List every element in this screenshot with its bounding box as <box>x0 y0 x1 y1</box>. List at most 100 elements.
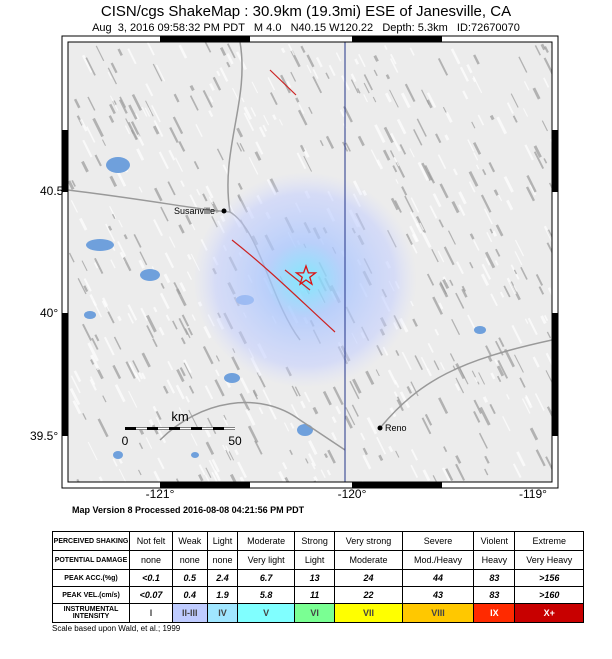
relief <box>89 376 96 385</box>
lon-label: -119° <box>519 487 547 500</box>
relief <box>70 200 79 213</box>
relief <box>458 204 466 216</box>
relief <box>307 453 317 467</box>
relief <box>494 260 499 266</box>
relief <box>345 407 356 426</box>
table-cell: Very strong <box>334 531 403 551</box>
relief <box>516 451 526 467</box>
relief <box>349 380 360 400</box>
table-cell: 83 <box>473 569 516 587</box>
relief <box>443 446 448 453</box>
table-cell: <0.1 <box>129 569 173 587</box>
relief <box>113 336 122 350</box>
relief <box>181 314 190 327</box>
relief <box>145 83 154 97</box>
lon-label: -121° <box>146 487 175 500</box>
relief <box>400 92 411 109</box>
relief <box>475 164 480 170</box>
relief <box>160 206 169 222</box>
relief <box>185 395 190 403</box>
relief <box>92 117 104 138</box>
relief <box>452 168 458 176</box>
relief <box>94 154 102 167</box>
road <box>227 42 243 213</box>
relief <box>294 386 301 397</box>
relief <box>211 458 220 473</box>
relief <box>175 384 185 400</box>
relief <box>484 468 489 476</box>
relief <box>122 256 132 272</box>
fault <box>231 239 336 333</box>
relief <box>160 282 165 289</box>
table-cell: 83 <box>473 586 516 604</box>
relief <box>105 223 116 242</box>
relief <box>471 121 476 129</box>
relief <box>165 314 171 322</box>
table-cell: 11 <box>294 586 336 604</box>
relief <box>188 385 195 394</box>
relief <box>182 359 192 374</box>
relief <box>180 180 185 187</box>
relief <box>512 463 522 479</box>
relief <box>341 75 351 91</box>
relief <box>375 369 380 377</box>
table-cell: none <box>129 550 173 570</box>
relief <box>503 348 515 368</box>
relief <box>506 102 514 114</box>
relief <box>127 48 137 65</box>
relief <box>499 291 505 298</box>
lake <box>84 311 96 319</box>
relief <box>87 441 98 461</box>
table-row: POTENTIAL DAMAGE none none none Very light Li… <box>52 550 584 570</box>
relief <box>214 470 220 479</box>
relief <box>529 184 537 196</box>
relief <box>125 361 136 379</box>
relief <box>421 417 432 435</box>
relief <box>354 58 360 65</box>
map: 40.5° 40° 39.5° -121° -120° -119° Susanv… <box>30 35 559 500</box>
table-cell: 24 <box>334 569 403 587</box>
table-cell: Light <box>294 550 336 570</box>
relief <box>389 150 395 158</box>
relief <box>435 133 442 144</box>
relief <box>173 93 180 103</box>
relief <box>134 113 140 121</box>
relief <box>498 337 505 348</box>
relief <box>153 219 164 237</box>
relief <box>312 76 323 94</box>
relief <box>306 54 315 68</box>
relief <box>473 239 480 251</box>
relief <box>109 175 118 188</box>
table-cell: Extreme <box>514 531 584 551</box>
relief <box>455 455 462 464</box>
relief <box>176 368 185 383</box>
relief <box>89 378 97 391</box>
table-cell: Strong <box>294 531 336 551</box>
relief <box>394 200 402 213</box>
relief <box>506 277 517 295</box>
relief <box>153 306 158 313</box>
relief <box>473 399 483 414</box>
relief <box>469 261 474 269</box>
relief <box>525 186 536 202</box>
relief <box>214 379 225 397</box>
version: Map Version 8 Processed 2016-08-08 04:21… <box>72 505 305 515</box>
relief <box>98 476 103 482</box>
relief <box>443 246 455 266</box>
fault <box>284 269 311 291</box>
relief <box>524 395 533 409</box>
relief <box>180 337 186 345</box>
relief <box>426 368 432 377</box>
relief <box>477 114 485 126</box>
relief <box>419 222 425 231</box>
relief <box>237 182 243 190</box>
relief <box>320 469 326 479</box>
relief <box>268 405 277 420</box>
frame-tick <box>552 130 558 192</box>
table-cell: VII <box>334 603 403 623</box>
relief <box>175 478 180 482</box>
row-header: PEAK ACC.(%g) <box>52 569 130 587</box>
relief <box>138 259 145 269</box>
relief <box>547 287 552 297</box>
map-body <box>68 42 552 482</box>
